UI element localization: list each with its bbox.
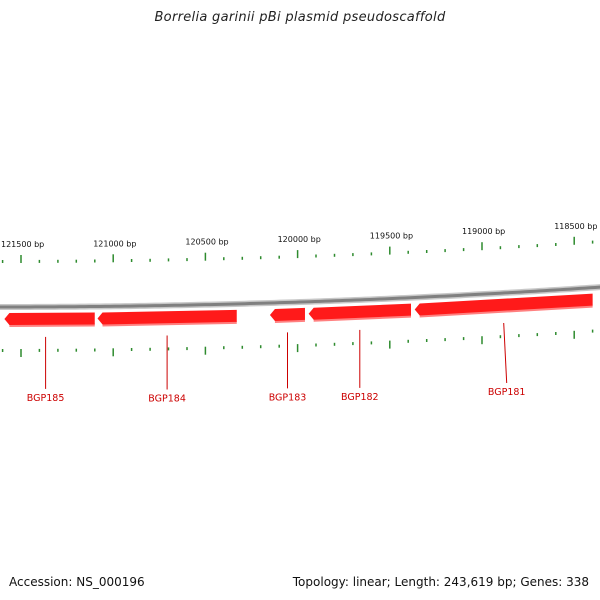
gene-bgp183[interactable] — [269, 307, 305, 323]
scale-ticks-top — [1, 236, 594, 263]
scale-label: 121000 bp — [93, 239, 136, 248]
gene-bgp182[interactable] — [308, 303, 412, 322]
gene-label-bgp182: BGP182 — [341, 392, 379, 403]
gene-bgp185[interactable] — [4, 312, 95, 327]
scale-label: 118500 bp — [554, 222, 597, 231]
scale-label: 120500 bp — [185, 238, 228, 247]
gene-bgp184[interactable] — [97, 309, 237, 327]
gene-labels: BGP185 BGP184 BGP183 BGP182 BGP181 — [27, 322, 526, 405]
gene-label-line — [503, 322, 508, 384]
scale-label: 119500 bp — [370, 232, 413, 241]
gene-track — [4, 293, 593, 327]
gene-label-bgp183: BGP183 — [269, 392, 307, 403]
scale-label: 120000 bp — [278, 235, 321, 244]
gene-arrow — [97, 309, 237, 325]
scale-ticks-bottom — [1, 329, 594, 357]
plasmid-backbone — [0, 285, 600, 309]
accession-text: Accession: NS_000196 — [9, 575, 145, 589]
gene-label-bgp181: BGP181 — [488, 387, 526, 398]
gene-arrow — [414, 293, 593, 316]
gene-bgp181[interactable] — [414, 293, 593, 318]
gene-label-bgp184: BGP184 — [148, 394, 186, 405]
gene-arrow — [308, 303, 412, 320]
topology-text: Topology: linear; Length: 243,619 bp; Ge… — [292, 575, 589, 589]
scale-labels: 121500 bp 121000 bp 120500 bp 120000 bp 1195… — [1, 222, 597, 249]
gene-label-bgp185: BGP185 — [27, 393, 65, 404]
map-title: Borrelia garinii pBi plasmid pseudoscaff… — [154, 10, 446, 25]
gene-arrow — [4, 312, 95, 325]
scale-label: 121500 bp — [1, 240, 44, 249]
gene-arrow — [269, 307, 305, 321]
scale-label: 119000 bp — [462, 227, 505, 236]
